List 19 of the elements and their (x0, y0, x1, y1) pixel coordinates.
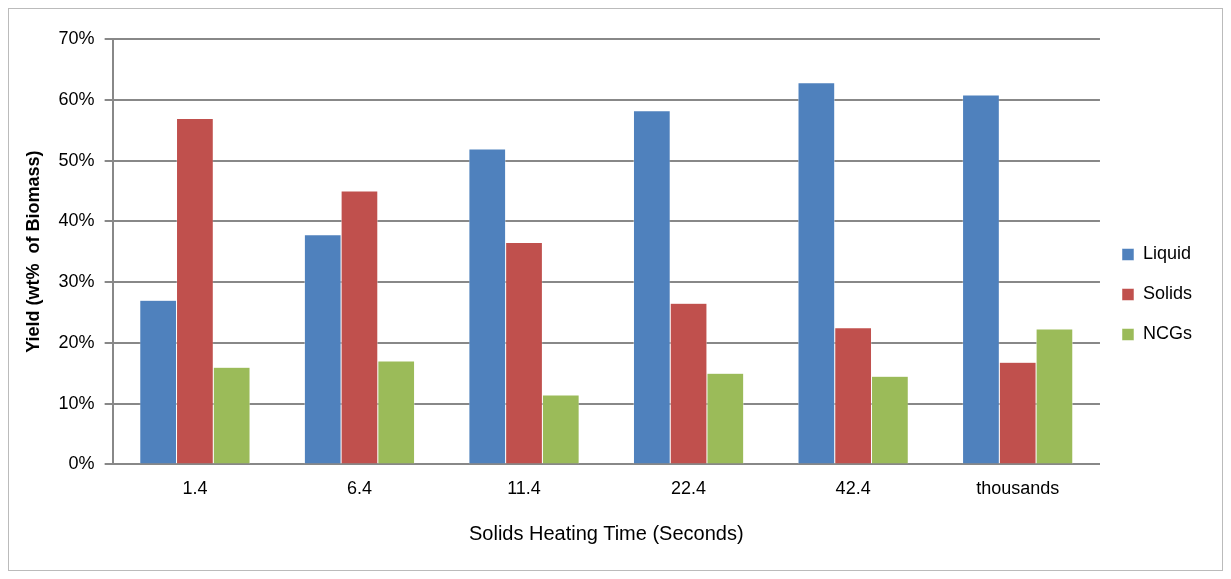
x-tick-label: 11.4 (507, 478, 541, 499)
legend-label: Liquid (1142, 243, 1192, 264)
x-tick-label: 42.4 (835, 478, 871, 499)
y-tick-label: 60% (58, 88, 95, 109)
x-tick-label: thousands (976, 478, 1060, 499)
y-tick-label: 0% (68, 453, 95, 474)
y-axis-title: Yield (wt% of Biomass) (22, 150, 43, 353)
y-tick-label: 40% (58, 210, 95, 231)
x-tick-label: 1.4 (182, 478, 208, 499)
x-axis-title: Solids Heating Time (Seconds) (469, 521, 744, 544)
y-tick-label: 70% (58, 27, 95, 48)
legend-label: Solids (1142, 283, 1193, 304)
x-tick-label: 22.4 (671, 478, 707, 499)
y-tick-label: 10% (58, 392, 95, 413)
x-tick-label: 6.4 (346, 478, 372, 499)
y-tick-label: 50% (58, 149, 95, 170)
y-tick-label: 30% (58, 271, 95, 292)
legend-label: NCGs (1142, 323, 1192, 344)
y-tick-label: 20% (58, 331, 95, 352)
